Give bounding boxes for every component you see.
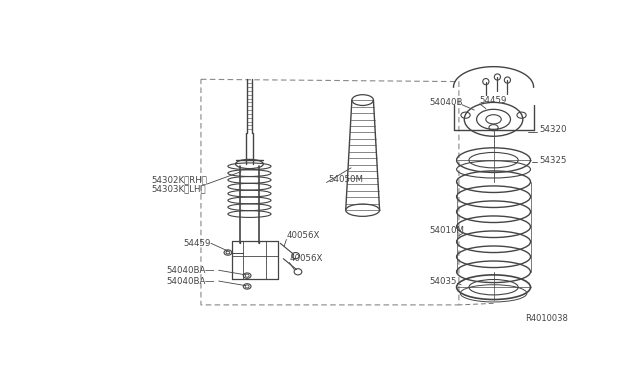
Text: 54010M: 54010M [429,227,465,235]
Text: 54325: 54325 [539,155,566,165]
Text: 54040BA―: 54040BA― [166,276,214,286]
Text: 54040BA―: 54040BA― [166,266,214,275]
Text: 54459: 54459 [480,96,507,105]
Text: 54040B: 54040B [429,98,463,107]
Text: 54320: 54320 [539,125,566,134]
Text: 54035: 54035 [429,277,457,286]
Text: R4010038: R4010038 [525,314,568,323]
Text: 40056X: 40056X [287,231,320,240]
Text: 40056X: 40056X [289,254,323,263]
Text: 54459: 54459 [183,239,211,248]
Text: 54302K〈RH〉: 54302K〈RH〉 [151,175,207,184]
Text: 54303K〈LH〉: 54303K〈LH〉 [151,184,205,193]
Text: 54050M: 54050M [328,175,363,184]
